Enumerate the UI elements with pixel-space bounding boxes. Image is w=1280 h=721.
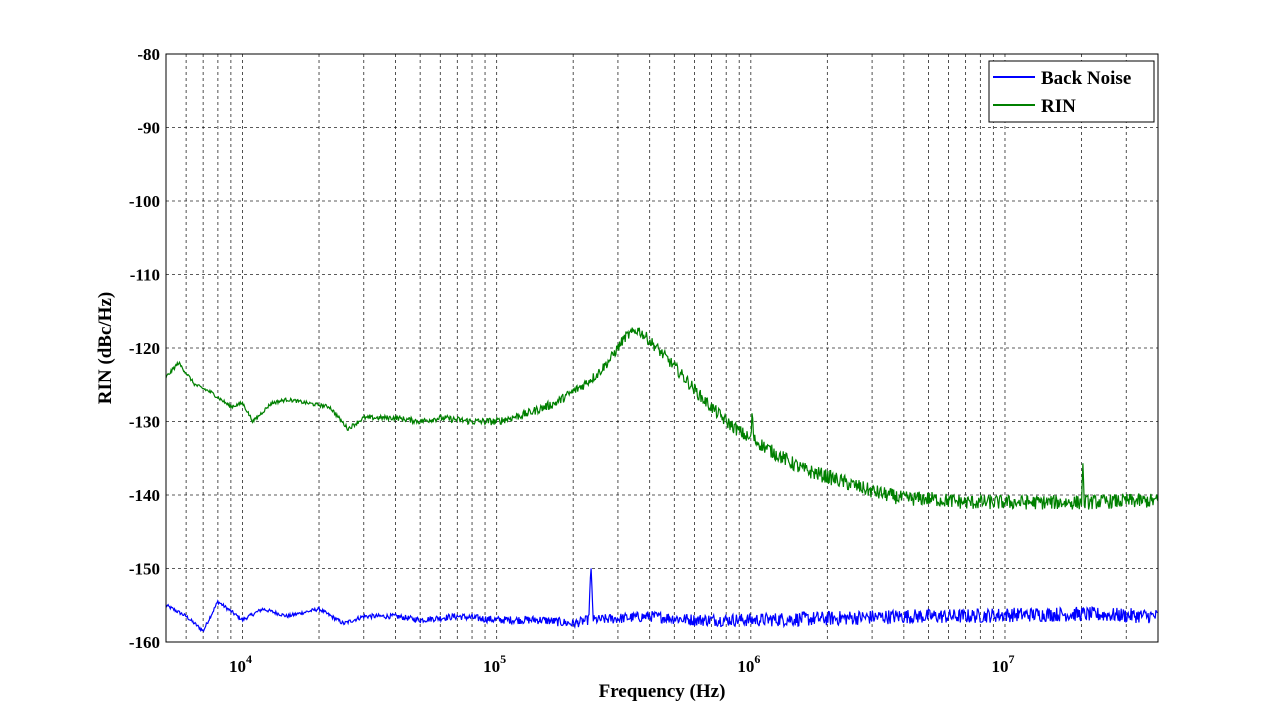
y-axis-title: RIN (dBc/Hz) (95, 292, 116, 404)
x-tick-label-0: 104 (229, 652, 252, 676)
y-tick-label-1: -90 (137, 119, 160, 138)
series-layer (165, 327, 1159, 633)
y-tick-label-2: -100 (129, 192, 160, 211)
y-tick-label-0: -80 (137, 45, 160, 64)
plot-area-frame (165, 53, 1159, 643)
x-axis-title: Frequency (Hz) (599, 681, 726, 702)
y-tick-label-3: -110 (130, 266, 160, 285)
series-line-rin (165, 327, 1159, 510)
legend-label-back-noise: Back Noise (1041, 68, 1131, 89)
y-tick-label-8: -160 (129, 633, 160, 652)
legend-box (988, 60, 1155, 123)
x-tick-labels: 104 105 106 107 (229, 652, 1014, 676)
legend-label-rin: RIN (1041, 96, 1076, 117)
x-tick-label-3: 107 (991, 652, 1014, 676)
y-tick-label-6: -140 (129, 486, 160, 505)
y-tick-label-4: -120 (129, 339, 160, 358)
series-line-back-noise (165, 568, 1159, 633)
y-tick-label-7: -150 (129, 560, 160, 579)
grid (165, 53, 1159, 643)
x-tick-label-1: 105 (483, 652, 506, 676)
legend: Back Noise RIN (988, 60, 1155, 123)
y-tick-label-5: -130 (129, 413, 160, 432)
y-tick-labels: -80 -90 -100 -110 -120 -130 -140 -150 -160 (129, 45, 160, 652)
x-tick-label-2: 106 (737, 652, 760, 676)
